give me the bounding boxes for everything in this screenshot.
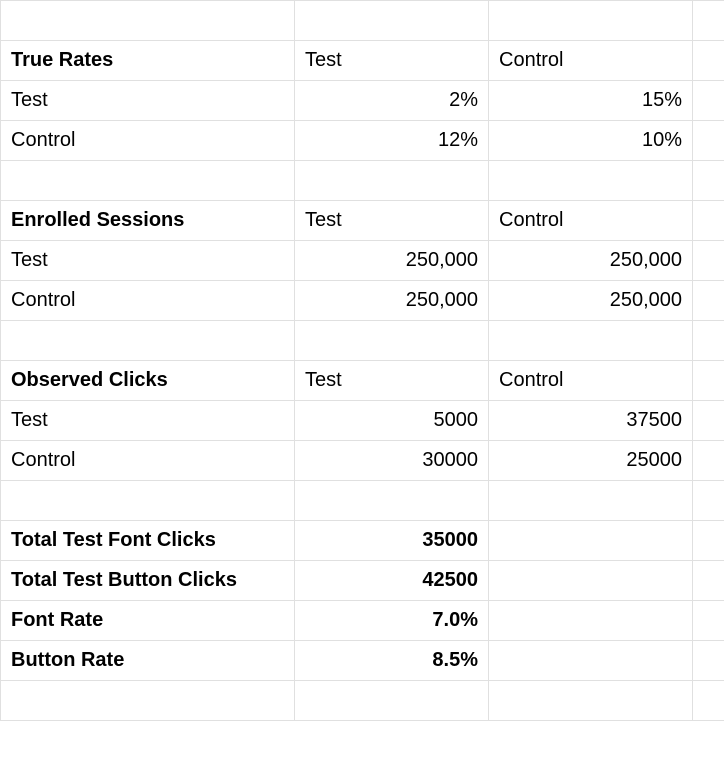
table-row: Control 30000 25000 <box>1 441 724 481</box>
column-header: Test <box>295 201 489 241</box>
total-value: 8.5% <box>295 641 489 681</box>
cell-empty <box>489 641 693 681</box>
cell-value: 250,000 <box>295 241 489 281</box>
column-header: Test <box>295 361 489 401</box>
cell-empty <box>693 121 724 161</box>
cell-empty <box>295 161 489 201</box>
row-label: Control <box>1 121 295 161</box>
total-label: Button Rate <box>1 641 295 681</box>
table-row <box>1 1 724 41</box>
cell-empty <box>489 1 693 41</box>
cell-value: 250,000 <box>489 241 693 281</box>
row-label: Control <box>1 281 295 321</box>
cell-value: 30000 <box>295 441 489 481</box>
cell-empty <box>489 681 693 721</box>
cell-empty <box>693 321 724 361</box>
table-row: Test 5000 37500 <box>1 401 724 441</box>
cell-empty <box>693 601 724 641</box>
cell-value: 10% <box>489 121 693 161</box>
section-title: Enrolled Sessions <box>1 201 295 241</box>
table-row: True Rates Test Control <box>1 41 724 81</box>
cell-empty <box>693 201 724 241</box>
row-label: Test <box>1 81 295 121</box>
cell-empty <box>295 321 489 361</box>
cell-value: 12% <box>295 121 489 161</box>
table-row: Total Test Button Clicks 42500 <box>1 561 724 601</box>
cell-empty <box>1 321 295 361</box>
cell-empty <box>693 241 724 281</box>
cell-empty <box>693 521 724 561</box>
cell-empty <box>693 441 724 481</box>
column-header: Control <box>489 41 693 81</box>
table-row <box>1 321 724 361</box>
total-value: 42500 <box>295 561 489 601</box>
cell-empty <box>489 321 693 361</box>
table-row: Button Rate 8.5% <box>1 641 724 681</box>
cell-empty <box>295 481 489 521</box>
cell-empty <box>693 561 724 601</box>
cell-value: 5000 <box>295 401 489 441</box>
row-label: Control <box>1 441 295 481</box>
cell-empty <box>1 681 295 721</box>
total-label: Total Test Font Clicks <box>1 521 295 561</box>
cell-value: 25000 <box>489 441 693 481</box>
cell-empty <box>693 41 724 81</box>
cell-empty <box>693 681 724 721</box>
cell-empty <box>489 481 693 521</box>
cell-empty <box>295 681 489 721</box>
cell-empty <box>693 161 724 201</box>
table-row <box>1 681 724 721</box>
total-value: 35000 <box>295 521 489 561</box>
section-title: Observed Clicks <box>1 361 295 401</box>
row-label: Test <box>1 401 295 441</box>
cell-value: 15% <box>489 81 693 121</box>
table-row <box>1 161 724 201</box>
column-header: Control <box>489 361 693 401</box>
cell-empty <box>693 361 724 401</box>
cell-empty <box>693 641 724 681</box>
cell-empty <box>295 1 489 41</box>
cell-empty <box>1 161 295 201</box>
table-row: Test 250,000 250,000 <box>1 241 724 281</box>
table-row: Observed Clicks Test Control <box>1 361 724 401</box>
cell-empty <box>693 281 724 321</box>
table-row: Total Test Font Clicks 35000 <box>1 521 724 561</box>
column-header: Control <box>489 201 693 241</box>
total-label: Total Test Button Clicks <box>1 561 295 601</box>
row-label: Test <box>1 241 295 281</box>
table-row <box>1 481 724 521</box>
cell-empty <box>489 521 693 561</box>
cell-value: 250,000 <box>295 281 489 321</box>
cell-empty <box>489 601 693 641</box>
table-row: Control 250,000 250,000 <box>1 281 724 321</box>
cell-empty <box>1 481 295 521</box>
cell-empty <box>693 81 724 121</box>
table-row: Test 2% 15% <box>1 81 724 121</box>
total-label: Font Rate <box>1 601 295 641</box>
table-row: Control 12% 10% <box>1 121 724 161</box>
cell-empty <box>693 1 724 41</box>
section-title: True Rates <box>1 41 295 81</box>
cell-empty <box>1 1 295 41</box>
spreadsheet-table: True Rates Test Control Test 2% 15% Cont… <box>0 0 724 721</box>
column-header: Test <box>295 41 489 81</box>
table-row: Enrolled Sessions Test Control <box>1 201 724 241</box>
cell-value: 37500 <box>489 401 693 441</box>
cell-empty <box>693 481 724 521</box>
cell-value: 250,000 <box>489 281 693 321</box>
cell-empty <box>489 561 693 601</box>
cell-empty <box>693 401 724 441</box>
cell-empty <box>489 161 693 201</box>
cell-value: 2% <box>295 81 489 121</box>
total-value: 7.0% <box>295 601 489 641</box>
table-row: Font Rate 7.0% <box>1 601 724 641</box>
